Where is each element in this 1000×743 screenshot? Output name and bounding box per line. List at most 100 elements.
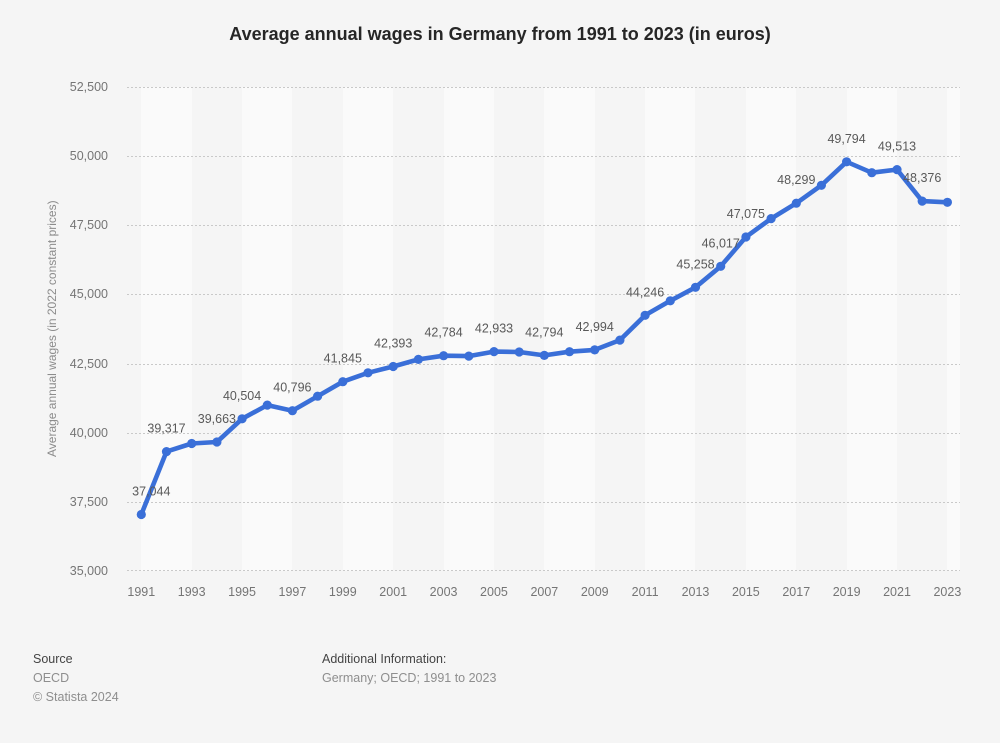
- data-point: [942, 197, 953, 207]
- data-point: [237, 414, 247, 424]
- data-point-label: 39,663: [198, 412, 236, 426]
- background-band: [745, 87, 797, 571]
- x-tick-label: 2013: [681, 585, 710, 599]
- data-point: [136, 509, 146, 520]
- background-band: [544, 87, 595, 571]
- data-point-label: 45,258: [676, 257, 714, 271]
- plot-area: 37,044 39,317 39,663 40,504 40,796 41,845 42,3…: [127, 87, 960, 571]
- data-point: [867, 168, 877, 178]
- data-point-label: 48,376: [903, 171, 941, 185]
- data-point-label: 42,994: [576, 320, 614, 334]
- x-tick-label: 1997: [278, 585, 307, 599]
- additional-info-label: Additional Information:: [322, 652, 447, 666]
- gridline: [127, 294, 960, 296]
- data-point-label: 47,075: [727, 207, 765, 221]
- data-point: [212, 437, 222, 447]
- data-point: [564, 347, 575, 357]
- background-band: [645, 87, 696, 571]
- source-block: Source OECD © Statista 2024: [33, 650, 119, 707]
- data-point-label: 39,317: [147, 422, 185, 436]
- data-point: [161, 447, 172, 457]
- y-tick-label: 47,500: [69, 218, 108, 233]
- x-tick-label: 1999: [328, 585, 357, 599]
- data-point-label: 44,246: [626, 285, 664, 299]
- y-tick-label: 35,000: [69, 564, 108, 578]
- y-tick-label: 40,000: [69, 425, 108, 440]
- background-band: [242, 87, 293, 571]
- gridline: [127, 570, 960, 571]
- data-point-label: 42,393: [374, 337, 412, 351]
- data-point: [590, 345, 600, 355]
- data-point: [413, 354, 423, 364]
- data-point: [287, 406, 297, 416]
- background-band: [443, 87, 494, 571]
- data-point: [514, 347, 524, 357]
- data-point-label: 40,796: [273, 381, 311, 395]
- data-point: [842, 157, 852, 167]
- gridline: [127, 87, 960, 88]
- gridline: [127, 432, 960, 434]
- additional-info-value: Germany; OECD; 1991 to 2023: [322, 671, 497, 685]
- copyright: © Statista 2024: [33, 690, 119, 704]
- background-band: [342, 87, 394, 571]
- y-tick-label: 45,000: [69, 287, 108, 302]
- data-point-label: 49,794: [827, 132, 865, 146]
- data-point: [892, 165, 902, 175]
- x-tick-label: 1991: [127, 585, 156, 599]
- x-tick-label: 1995: [228, 585, 256, 599]
- data-point: [313, 391, 323, 401]
- gridline: [127, 156, 960, 158]
- data-point-label: 42,933: [475, 322, 513, 336]
- data-point: [262, 400, 272, 410]
- data-point: [690, 282, 701, 292]
- data-point-label: 42,784: [424, 326, 462, 340]
- gridline: [127, 363, 960, 365]
- y-tick-label: 50,000: [69, 149, 108, 164]
- background-band: [947, 87, 960, 571]
- data-point: [187, 438, 197, 449]
- data-point: [615, 335, 625, 345]
- x-tick-label: 2005: [480, 585, 508, 599]
- data-point-label: 49,513: [878, 140, 916, 154]
- data-point: [816, 180, 827, 190]
- data-point: [338, 377, 348, 387]
- x-tick-label: 2007: [530, 585, 559, 599]
- x-tick-label: 2015: [731, 585, 760, 599]
- x-tick-label: 2017: [782, 585, 811, 599]
- y-tick-label: 42,500: [69, 356, 108, 371]
- x-tick-label: 2001: [379, 585, 408, 599]
- data-point: [388, 361, 398, 372]
- wage-line-series: 37,044 39,317 39,663 40,504 40,796 41,845 42,3…: [132, 132, 953, 520]
- data-point-label: 41,845: [324, 352, 362, 366]
- source-label: Source: [33, 652, 73, 666]
- y-tick-label: 37,500: [69, 494, 108, 509]
- source-value: OECD: [33, 671, 70, 685]
- gridline: [127, 225, 960, 227]
- x-tick-label: 2021: [883, 585, 911, 599]
- data-point: [464, 351, 474, 361]
- data-point: [917, 196, 927, 206]
- data-point: [439, 351, 449, 361]
- data-point: [766, 214, 776, 224]
- additional-info-block: Additional Information: Germany; OECD; 1…: [322, 650, 496, 688]
- gridline: [127, 501, 960, 503]
- data-point-label: 37,044: [132, 485, 170, 499]
- data-point: [791, 198, 801, 208]
- data-point: [539, 350, 549, 360]
- x-tick-label: 2011: [631, 585, 659, 599]
- data-point-label: 46,017: [702, 236, 740, 250]
- chart-title: Average annual wages in Germany from 199…: [229, 24, 771, 44]
- x-tick-label: 1993: [177, 585, 206, 599]
- data-point: [363, 368, 373, 378]
- data-point: [640, 310, 650, 320]
- x-tick-label: 2009: [580, 585, 609, 599]
- x-tick-label: 2003: [429, 585, 458, 599]
- x-tick-label: 2023: [933, 585, 962, 599]
- data-point-label: 48,299: [777, 173, 815, 187]
- x-tick-label: 2019: [832, 585, 861, 599]
- data-point: [716, 261, 726, 271]
- data-point-label: 42,794: [525, 325, 563, 339]
- data-point: [741, 232, 751, 242]
- y-tick-label: 52,500: [69, 80, 108, 94]
